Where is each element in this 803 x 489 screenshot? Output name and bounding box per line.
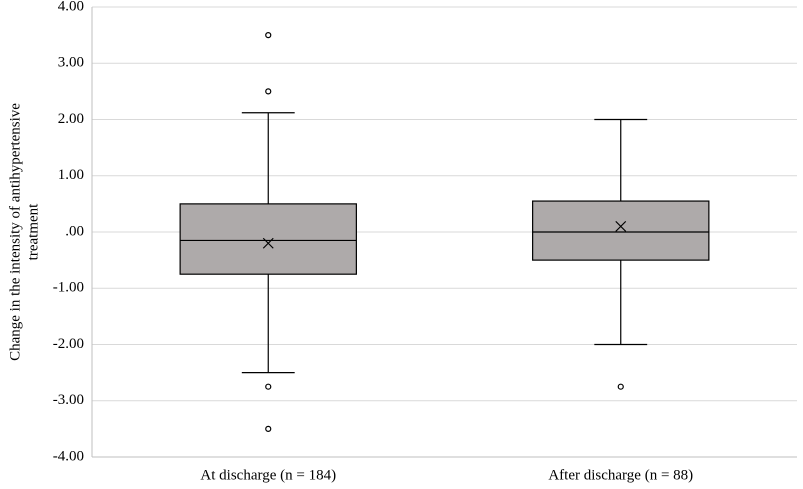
y-tick-label: .00 [65,223,84,239]
box [532,200,710,261]
y-tick-label: 3.00 [58,55,84,71]
box [179,203,357,275]
mean-marker [262,237,274,249]
outlier [265,32,272,39]
outlier [265,383,272,390]
mean-marker [615,220,627,232]
outlier [265,88,272,95]
y-axis-label-line: Change in the intensity of antihypertens… [7,103,23,361]
y-axis-label-line: treatment [25,203,41,260]
y-tick-label: -3.00 [53,392,84,408]
x-tick-label: At discharge (n = 184) [200,467,336,483]
y-tick-label: 4.00 [58,0,84,14]
y-tick-label: -1.00 [53,280,84,296]
y-tick-label: 1.00 [58,167,84,183]
y-tick-label: -4.00 [53,448,84,464]
outlier [265,425,272,432]
outlier [617,383,624,390]
x-tick-label: After discharge (n = 88) [548,467,693,483]
y-tick-label: 2.00 [58,111,84,127]
y-axis-label: Change in the intensity of antihypertens… [7,103,41,361]
y-tick-label: -2.00 [53,336,84,352]
